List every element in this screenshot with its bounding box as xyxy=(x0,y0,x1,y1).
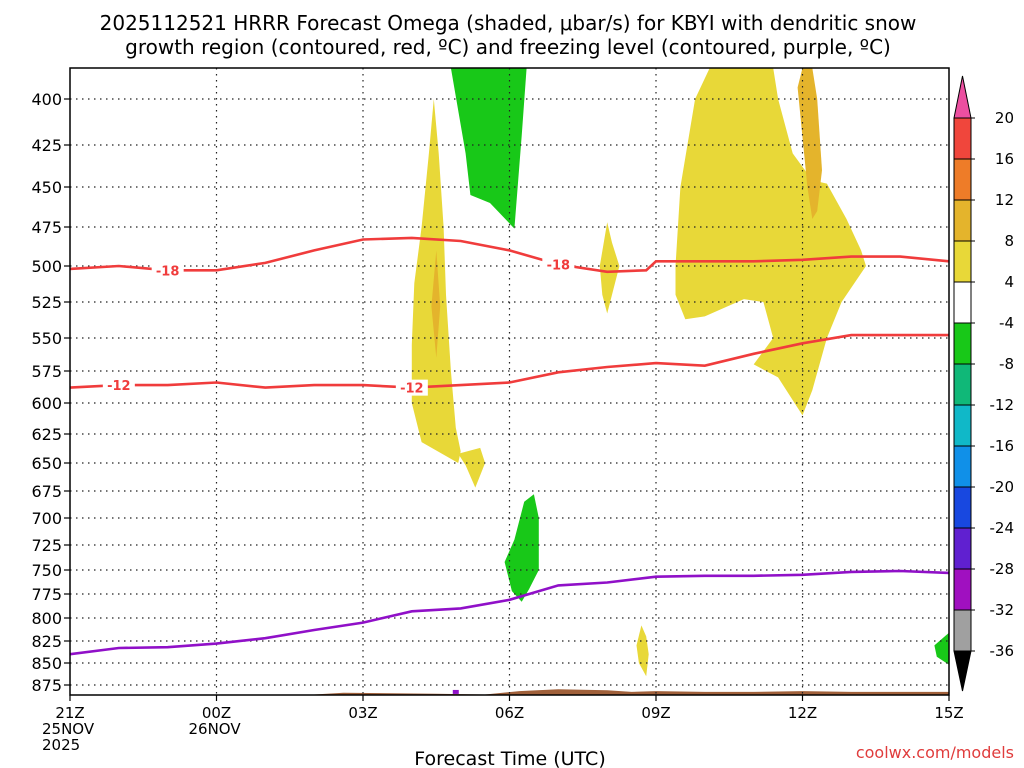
credit-text: coolwx.com/models xyxy=(856,743,1014,762)
colorbar-segment xyxy=(953,158,972,201)
colorbar-label-4: 4 xyxy=(1004,273,1014,291)
colorbar-segment xyxy=(953,281,972,324)
x-tick-label: 15Z xyxy=(934,704,963,722)
chart-title-line1: 2025112521 HRRR Forecast Omega (shaded, … xyxy=(100,11,917,35)
colorbar-label--28: -28 xyxy=(990,560,1015,578)
x-tick-label: 00Z xyxy=(202,704,231,722)
omega-shade-region-3 xyxy=(599,222,620,314)
colorbar-label--4: -4 xyxy=(999,314,1014,332)
y-tick-label-550: 550 xyxy=(31,329,62,348)
omega-shade-region-8 xyxy=(504,494,539,602)
y-tick-label-525: 525 xyxy=(31,293,62,312)
colorbar-label--24: -24 xyxy=(990,519,1015,537)
omega-shade-region-2 xyxy=(431,250,441,358)
y-tick-label-750: 750 xyxy=(31,561,62,580)
y-tick-label-875: 875 xyxy=(31,676,62,695)
y-tick-label-475: 475 xyxy=(31,218,62,237)
colorbar-label--8: -8 xyxy=(999,355,1014,373)
colorbar-label--32: -32 xyxy=(990,601,1015,619)
omega-shade-region-7 xyxy=(450,68,527,229)
y-tick-label-850: 850 xyxy=(31,654,62,673)
contour-label-bg xyxy=(542,256,575,273)
colorbar-label-12: 12 xyxy=(995,191,1014,209)
contour-labels: -18 -18 -12 -12 xyxy=(102,256,575,397)
x-tick-label: 12Z xyxy=(788,704,817,722)
contour-freezing-level xyxy=(70,569,949,656)
omega-shade-region-9 xyxy=(934,632,949,665)
colorbar-segment xyxy=(953,117,972,160)
contour-label-bg xyxy=(395,379,428,396)
colorbar-label--36: -36 xyxy=(990,642,1015,660)
colorbar-segment xyxy=(953,240,972,283)
colorbar-label-8: 8 xyxy=(1004,232,1014,250)
contour-label-bg xyxy=(151,262,184,279)
y-tick-label-425: 425 xyxy=(31,136,62,155)
y-tick-label-800: 800 xyxy=(31,609,62,628)
y-tick-label-775: 775 xyxy=(31,585,62,604)
contour--12 xyxy=(70,333,949,389)
y-tick-label-725: 725 xyxy=(31,536,62,555)
colorbar-segment xyxy=(953,363,972,406)
x-tick-label: 25NOV xyxy=(42,720,95,738)
colorbar-label--20: -20 xyxy=(990,478,1015,496)
y-axis-ticks: 400 425 450 475 500 525 550 575 600 625 650 675 700 7… xyxy=(31,90,70,695)
colorbar-segment xyxy=(953,486,972,529)
omega-shade-region-5 xyxy=(797,68,822,219)
x-tick-label: 21Z xyxy=(55,704,84,722)
colorbar: 20 16 12 8 4 -4 -8 -12 -16 -20 -24 -28 -32 -36 xyxy=(953,75,1015,692)
omega-shade-region-4 xyxy=(675,68,866,416)
contour-label--18: -18 xyxy=(156,264,180,279)
contour-label--12: -12 xyxy=(400,382,424,397)
contour-label--18: -18 xyxy=(547,258,571,273)
x-axis-label: Forecast Time (UTC) xyxy=(414,748,605,768)
colorbar-label--16: -16 xyxy=(990,437,1015,455)
colorbar-label-16: 16 xyxy=(995,150,1014,168)
x-tick-label: 26NOV xyxy=(189,720,242,738)
colorbar-segment xyxy=(953,609,972,652)
y-tick-label-675: 675 xyxy=(31,482,62,501)
y-tick-label-700: 700 xyxy=(31,509,62,528)
omega-shade-region-1 xyxy=(458,447,486,488)
colorbar-segment xyxy=(953,199,972,242)
x-tick-label: 2025 xyxy=(42,736,80,754)
y-tick-label-500: 500 xyxy=(31,257,62,276)
terrain-marker-0 xyxy=(452,689,459,694)
colorbar-bottom-arrow xyxy=(953,650,972,692)
gridlines xyxy=(70,68,949,695)
omega-shading xyxy=(411,68,949,677)
y-tick-label-450: 450 xyxy=(31,178,62,197)
y-tick-label-825: 825 xyxy=(31,632,62,651)
colorbar-segment xyxy=(953,527,972,570)
y-tick-label-625: 625 xyxy=(31,425,62,444)
x-tick-label: 09Z xyxy=(641,704,670,722)
colorbar-segment xyxy=(953,322,972,365)
y-tick-label-600: 600 xyxy=(31,394,62,413)
y-tick-label-400: 400 xyxy=(31,90,62,109)
omega-shade-region-6 xyxy=(636,625,649,677)
colorbar-label-20: 20 xyxy=(995,109,1014,127)
colorbar-segment xyxy=(953,404,972,447)
colorbar-segment xyxy=(953,445,972,488)
chart-title-line2: growth region (contoured, red, ºC) and f… xyxy=(125,35,891,59)
contour-lines xyxy=(70,236,949,656)
contour-label--12: -12 xyxy=(107,379,131,394)
colorbar-segment xyxy=(953,568,972,611)
y-tick-label-575: 575 xyxy=(31,362,62,381)
contour--18 xyxy=(70,236,949,274)
colorbar-label--12: -12 xyxy=(990,396,1015,414)
x-tick-label: 06Z xyxy=(495,704,524,722)
y-tick-label-650: 650 xyxy=(31,454,62,473)
contour-label-bg xyxy=(102,377,135,394)
x-tick-label: 03Z xyxy=(348,704,377,722)
